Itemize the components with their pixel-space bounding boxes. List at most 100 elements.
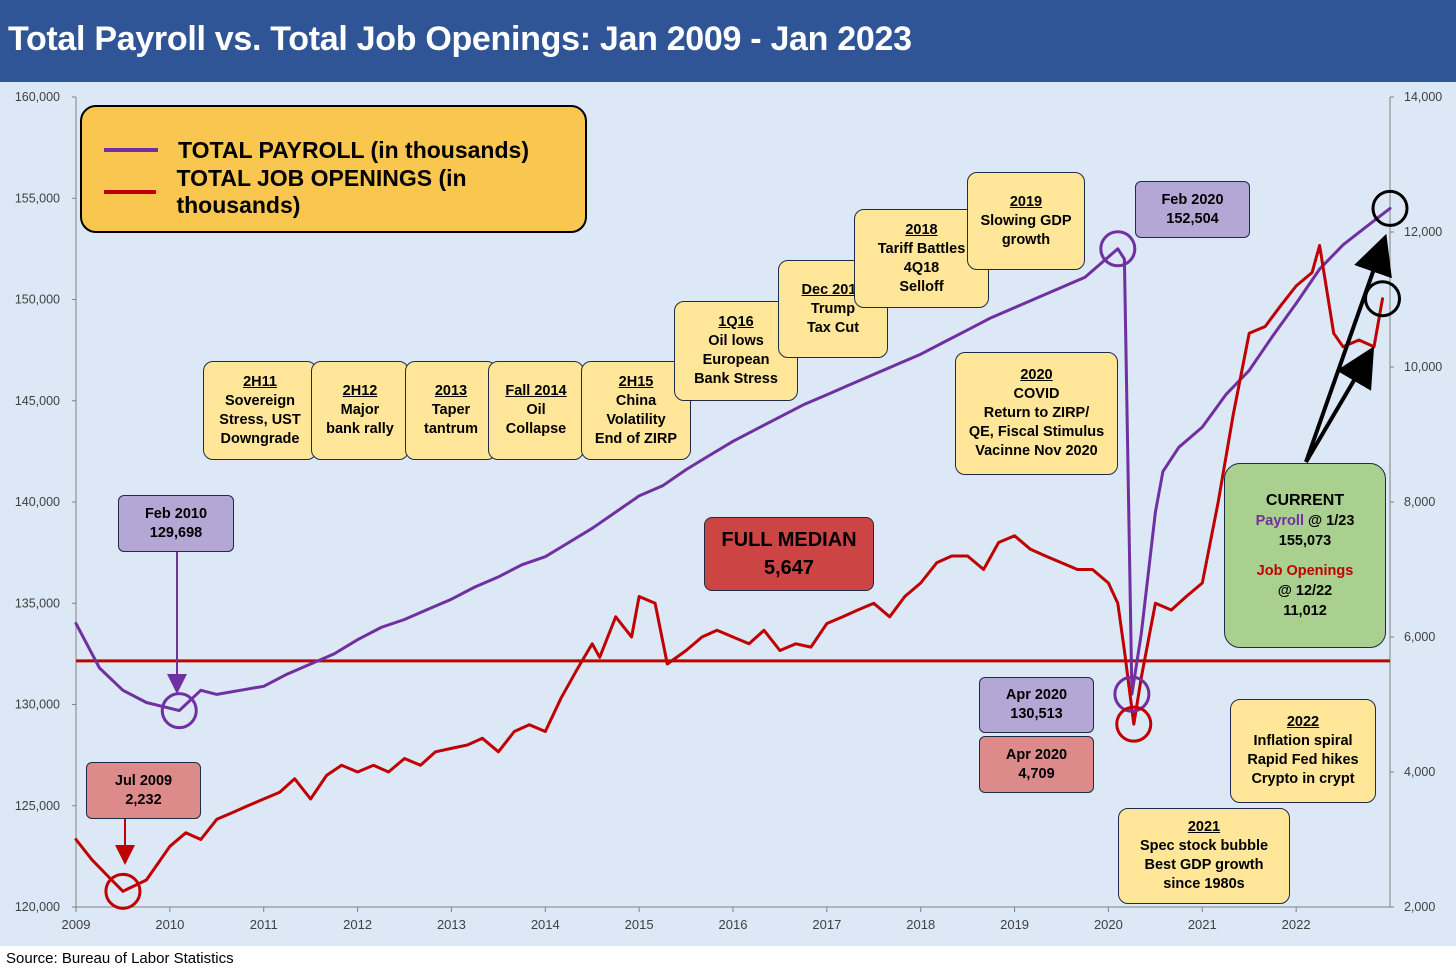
highlight-current-payroll — [1371, 189, 1409, 227]
note-line: Vacinne Nov 2020 — [975, 443, 1098, 459]
callout-feb-2020: Feb 2020 152,504 — [1135, 181, 1250, 238]
note-line: Taper — [431, 402, 471, 418]
legend-label-openings: TOTAL JOB OPENINGS (in thousands) — [176, 165, 467, 218]
arrow-current-payroll — [1304, 233, 1392, 463]
note-line: COVID — [1013, 386, 1060, 402]
y-left-tick-label: 135,000 — [15, 596, 60, 610]
y-right-tick-label: 12,000 — [1404, 225, 1442, 239]
current-payroll-value: 155,073 — [1278, 532, 1332, 549]
note-2018: 2018 Tariff Battles 4Q18 Selloff — [854, 209, 989, 308]
note-line: Sovereign — [224, 392, 296, 409]
y-left-tick-label: 150,000 — [15, 293, 60, 307]
x-tick-label: 2017 — [812, 917, 841, 932]
note-fall-2014: Fall 2014 Oil Collapse — [488, 361, 584, 460]
x-tick-label: 2020 — [1094, 917, 1123, 932]
highlight-apr-2020-openings — [1115, 705, 1153, 743]
x-tick-label: 2011 — [250, 917, 278, 932]
median-title: FULL MEDIAN — [721, 529, 857, 551]
x-tick-label: 2012 — [343, 917, 372, 932]
note-2022: 2022 Inflation spiral Rapid Fed hikes Cr… — [1230, 699, 1376, 803]
current-payroll-name: Payroll — [1255, 512, 1304, 529]
note-line: Volatility — [606, 411, 666, 428]
current-payroll-date: @ 1/23 — [1308, 512, 1355, 529]
callout-line: 129,698 — [149, 524, 203, 541]
current-heading: CURRENT — [1265, 491, 1345, 509]
note-line: End of ZIRP — [594, 430, 678, 447]
callout-line: 2,232 — [125, 791, 162, 808]
x-tick-label: 2009 — [62, 917, 91, 932]
note-1q16: 1Q16 Oil lows European Bank Stress — [674, 301, 798, 401]
note-heading: 2018 — [905, 221, 938, 238]
note-heading: Fall 2014 — [505, 383, 567, 399]
callout-line: 152,504 — [1166, 210, 1219, 227]
note-2019: 2019 Slowing GDP growth — [967, 172, 1085, 270]
callout-apr-2020-payroll: Apr 2020 130,513 — [979, 677, 1094, 733]
legend-item-openings: TOTAL JOB OPENINGS (in thousands) — [104, 165, 585, 218]
y-right-tick-label: 2,000 — [1404, 900, 1435, 914]
y-left-tick-label: 155,000 — [15, 191, 60, 205]
note-2h12: 2H12 Major bank rally — [311, 361, 409, 460]
callout-line: Feb 2010 — [144, 505, 208, 522]
note-heading: 2013 — [434, 383, 468, 399]
x-tick-label: 2022 — [1282, 917, 1311, 932]
highlight-feb-2020 — [1099, 230, 1137, 268]
note-heading: 2H11 — [243, 373, 277, 390]
note-line: Spec stock bubble — [1139, 838, 1269, 854]
legend-item-payroll: TOTAL PAYROLL (in thousands) — [104, 135, 529, 165]
median-value: 5,647 — [763, 557, 815, 579]
note-line: Selloff — [899, 278, 944, 295]
chart-legend: TOTAL PAYROLL (in thousands) TOTAL JOB O… — [80, 105, 587, 233]
callout-line: 130,513 — [1010, 706, 1063, 722]
median-label-box: FULL MEDIAN 5,647 — [704, 517, 874, 591]
note-2013: 2013 Taper tantrum — [405, 361, 497, 460]
y-left-tick-label: 120,000 — [15, 900, 60, 914]
y-right-tick-label: 10,000 — [1404, 360, 1442, 374]
y-left-tick-label: 145,000 — [15, 394, 60, 408]
note-2h11: 2H11 Sovereign Stress, UST Downgrade — [203, 361, 317, 460]
x-tick-label: 2021 — [1188, 917, 1217, 932]
current-payroll-line: Payroll @ 1/23 — [1256, 511, 1355, 531]
note-heading: 1Q16 — [718, 314, 754, 330]
note-heading: 2H12 — [342, 383, 378, 399]
note-line: Major — [340, 402, 380, 418]
note-line: since 1980s — [1163, 876, 1245, 892]
x-tick-label: 2013 — [437, 917, 466, 932]
note-line: Oil lows — [708, 333, 764, 349]
x-tick-label: 2016 — [719, 917, 748, 932]
x-tick-label: 2018 — [906, 917, 935, 932]
note-2h15: 2H15 China Volatility End of ZIRP — [581, 361, 691, 460]
note-line: Trump — [810, 300, 856, 317]
y-right-tick-label: 8,000 — [1404, 495, 1435, 509]
highlight-apr-2020-payroll — [1113, 675, 1151, 713]
note-heading: 2022 — [1286, 714, 1320, 730]
note-line: Crypto in crypt — [1251, 771, 1355, 787]
arrow-current-openings — [1304, 346, 1375, 464]
openings-series-line — [74, 244, 1384, 893]
note-line: Rapid Fed hikes — [1247, 752, 1359, 768]
note-line: China — [615, 392, 657, 409]
y-right-tick-label: 6,000 — [1404, 630, 1435, 644]
note-line: bank rally — [326, 421, 394, 437]
y-right-tick-label: 4,000 — [1404, 765, 1435, 779]
note-2020-covid: 2020 COVID Return to ZIRP/ QE, Fiscal St… — [955, 352, 1118, 475]
current-values-box: CURRENT Payroll @ 1/23 155,073 Job Openi… — [1224, 463, 1386, 648]
note-line: Bank Stress — [694, 371, 778, 387]
callout-line: Apr 2020 — [1005, 687, 1068, 703]
title-bar: Total Payroll vs. Total Job Openings: Ja… — [0, 0, 1456, 82]
callout-line: Feb 2020 — [1161, 191, 1224, 208]
note-heading: Dec 2017 — [801, 281, 865, 298]
y-left-tick-label: 125,000 — [15, 799, 60, 813]
x-tick-label: 2010 — [155, 917, 184, 932]
note-line: Tariff Battles — [877, 240, 966, 257]
callout-line: Jul 2009 — [114, 772, 173, 789]
note-line: 4Q18 — [903, 259, 940, 276]
note-line: Stress, UST — [219, 411, 301, 428]
x-tick-label: 2019 — [1000, 917, 1029, 932]
callout-line: Apr 2020 — [1005, 746, 1068, 763]
note-line: Best GDP growth — [1144, 857, 1264, 873]
x-tick-label: 2014 — [531, 917, 560, 932]
note-heading: 2H15 — [618, 373, 654, 390]
note-line: Collapse — [505, 421, 567, 437]
callout-line: 4,709 — [1018, 765, 1055, 782]
